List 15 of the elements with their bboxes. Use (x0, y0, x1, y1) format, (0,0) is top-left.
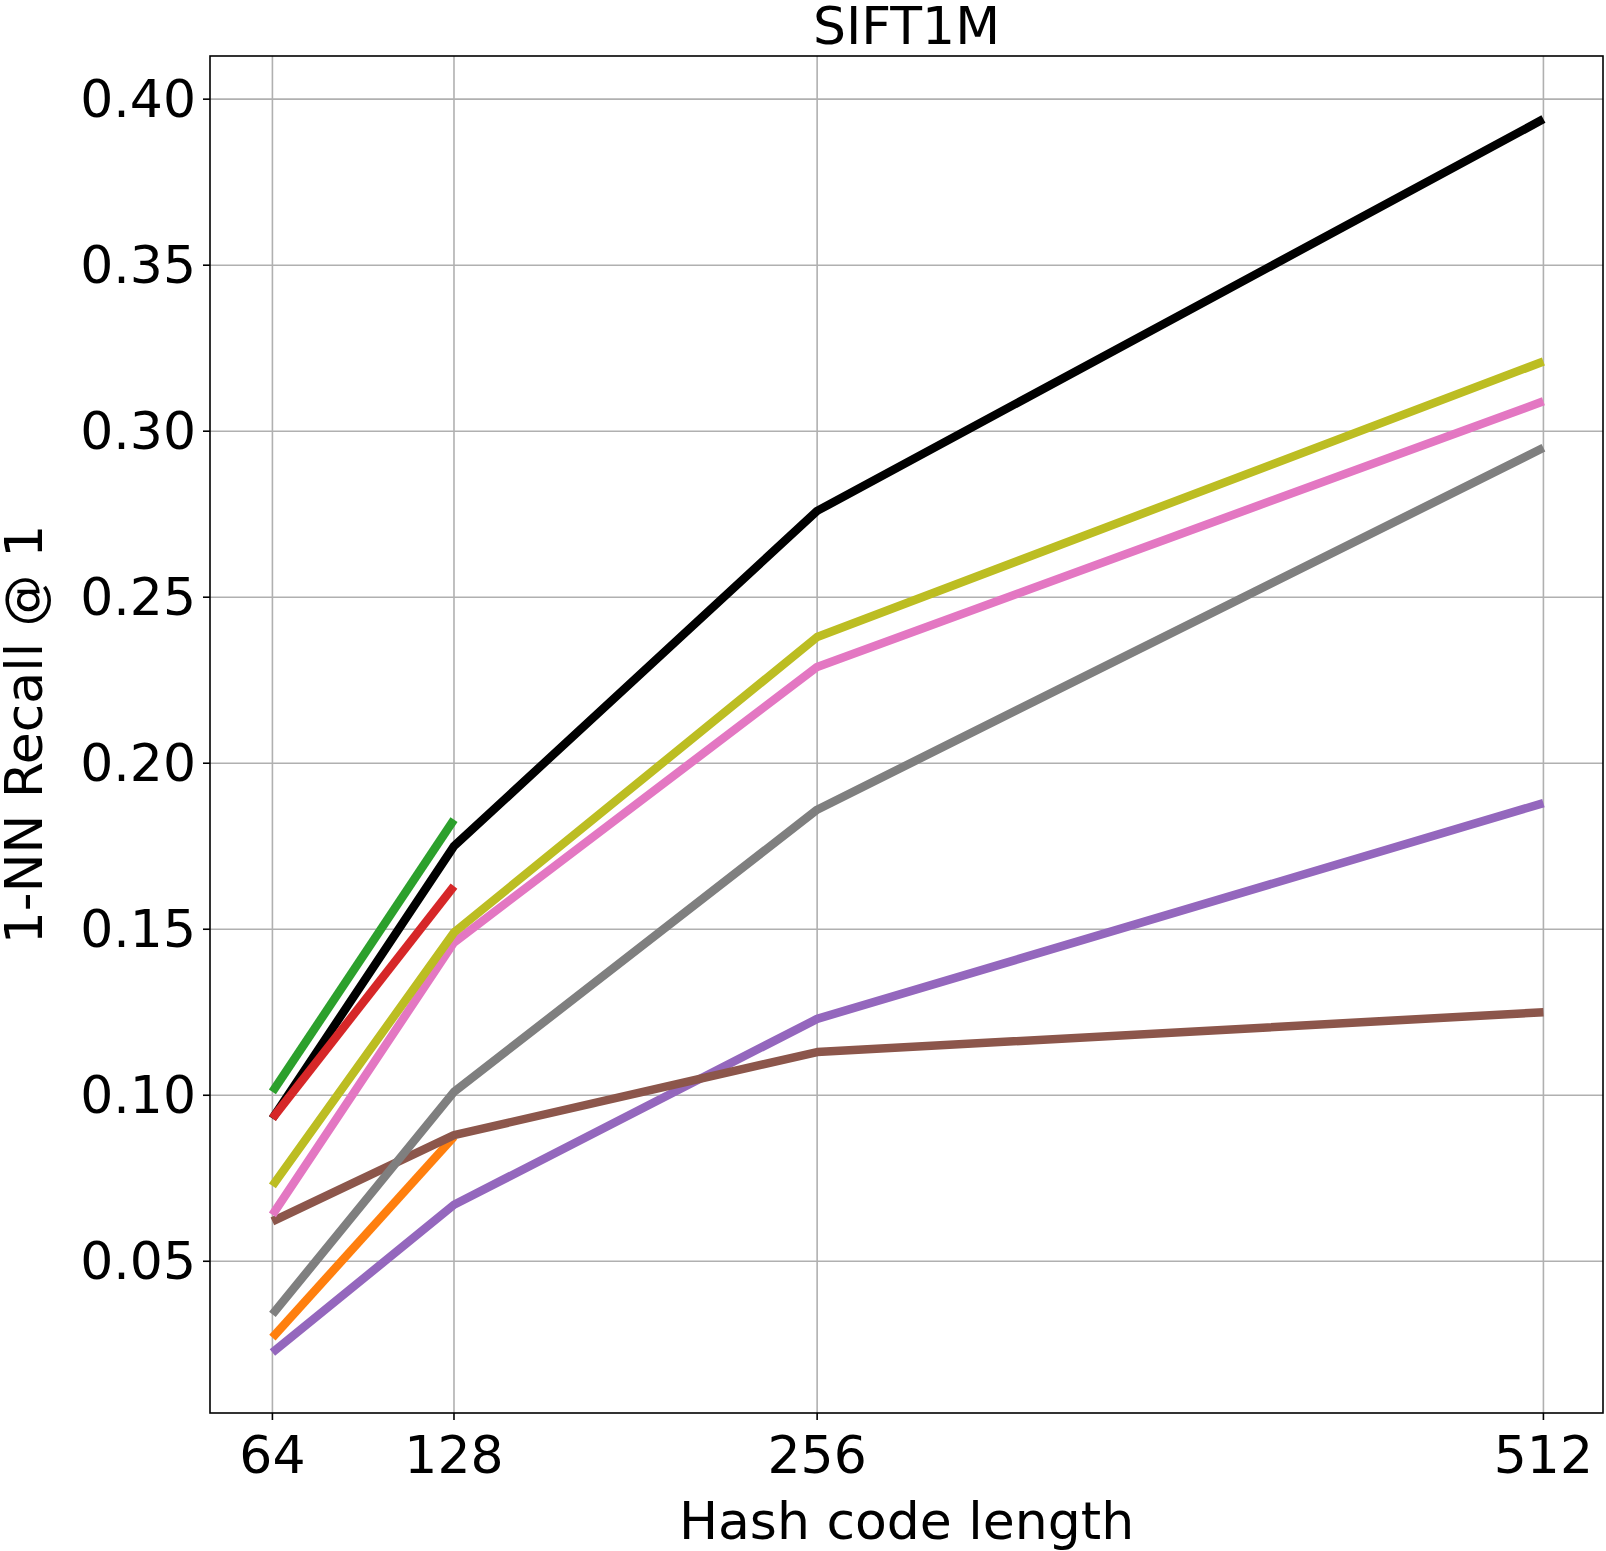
y-tick-label: 0.10 (80, 1065, 196, 1126)
x-tick-label: 512 (1493, 1425, 1594, 1485)
x-tick-label: 256 (767, 1425, 867, 1485)
y-axis-title: 1-NN Recall @ 1 (0, 524, 54, 945)
y-tick-label: 0.40 (80, 69, 196, 130)
chart-title: SIFT1M (812, 0, 1001, 56)
y-tick-label: 0.30 (80, 401, 196, 462)
y-tick-label: 0.15 (80, 899, 196, 960)
y-tick-label: 0.25 (80, 567, 196, 628)
y-tick-label: 0.20 (80, 733, 196, 794)
y-tick-label: 0.05 (80, 1231, 196, 1292)
x-tick-label: 128 (404, 1425, 504, 1485)
x-tick-label: 64 (239, 1425, 306, 1485)
y-tick-label: 0.35 (80, 235, 196, 296)
x-axis-title: Hash code length (678, 1491, 1135, 1551)
